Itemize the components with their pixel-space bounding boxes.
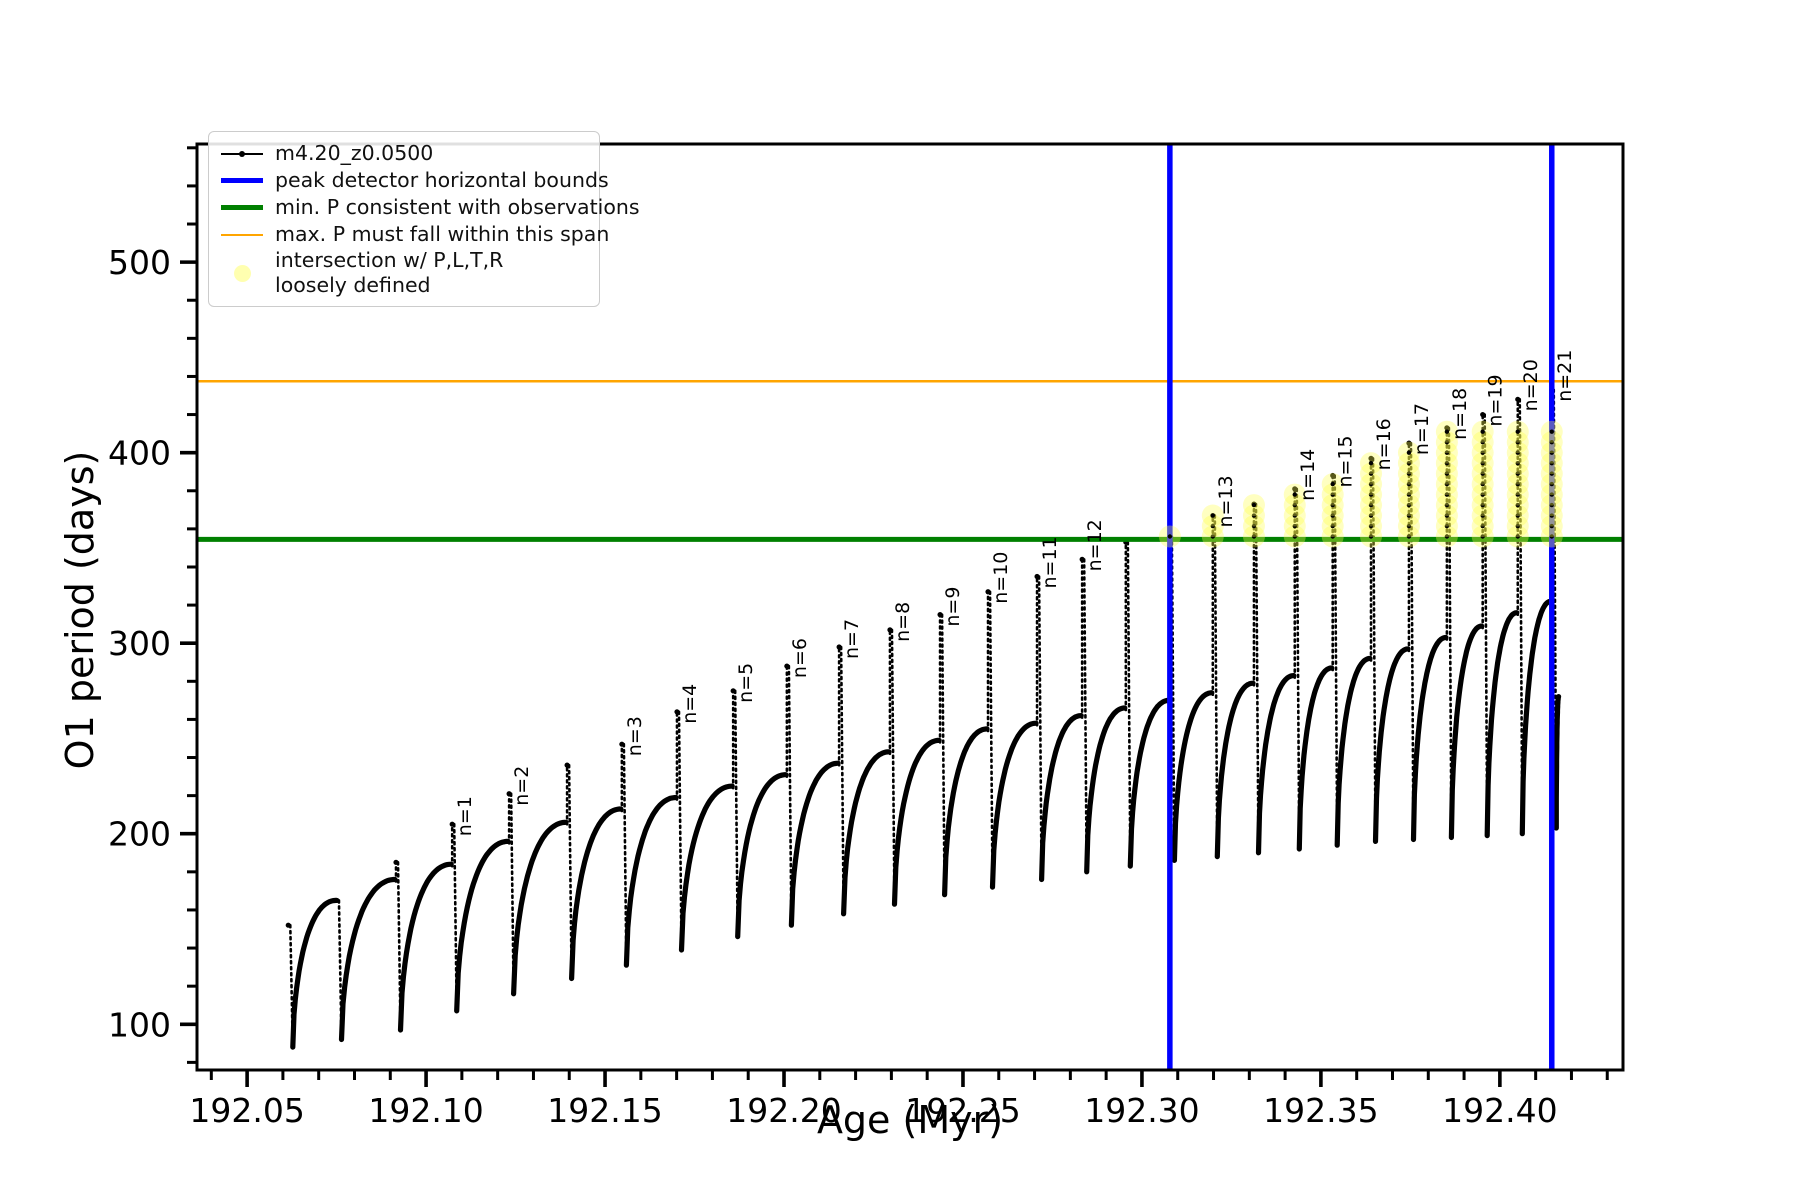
peak-label: n=10: [990, 552, 1012, 604]
peak-label: n=8: [892, 602, 914, 642]
peak-label: n=7: [841, 619, 863, 659]
peak-label: n=11: [1039, 536, 1061, 588]
legend-item-label: max. P must fall within this span: [275, 222, 610, 246]
green-line-icon: [221, 205, 263, 210]
svg-text:300: 300: [108, 624, 171, 663]
peak-label: n=2: [511, 766, 533, 806]
svg-text:500: 500: [108, 243, 171, 282]
peak-label: n=21: [1554, 350, 1576, 402]
svg-text:400: 400: [108, 434, 171, 473]
peak-label: n=17: [1411, 403, 1433, 455]
svg-text:192.05: 192.05: [189, 1091, 304, 1130]
legend-item-min-p: min. P consistent with observations: [221, 194, 640, 221]
legend-item-intersection: intersection w/ P,L,T,R loosely defined: [221, 248, 587, 298]
legend-item-label: intersection w/ P,L,T,R loosely defined: [275, 248, 504, 297]
svg-text:100: 100: [108, 1005, 171, 1044]
peak-label: n=5: [735, 663, 757, 703]
x-axis-label: Age (Myr): [816, 1098, 1004, 1142]
legend-item-peak-bounds: peak detector horizontal bounds: [221, 167, 609, 194]
legend-item-label: m4.20_z0.0500: [275, 141, 434, 165]
svg-text:192.20: 192.20: [726, 1091, 841, 1130]
blue-line-icon: [221, 178, 263, 183]
svg-text:192.25: 192.25: [905, 1091, 1020, 1130]
y-axis-label: O1 period (days): [58, 450, 102, 770]
svg-text:192.40: 192.40: [1442, 1091, 1557, 1130]
peak-label: n=3: [624, 716, 646, 756]
peak-label: n=6: [789, 638, 811, 678]
peak-label: n=12: [1084, 519, 1106, 571]
orange-line-icon: [221, 233, 263, 236]
svg-text:192.15: 192.15: [547, 1091, 662, 1130]
peak-label: n=1: [454, 796, 476, 836]
svg-text:200: 200: [108, 815, 171, 854]
legend: m4.20_z0.0500 peak detector horizontal b…: [208, 131, 640, 307]
svg-text:192.30: 192.30: [1084, 1091, 1199, 1130]
peak-label: n=9: [942, 587, 964, 627]
legend-item-series: m4.20_z0.0500: [221, 140, 587, 167]
svg-text:192.35: 192.35: [1263, 1091, 1378, 1130]
legend-item-max-p: max. P must fall within this span: [221, 221, 609, 248]
legend-item-label: peak detector horizontal bounds: [275, 168, 609, 192]
legend-item-label: min. P consistent with observations: [275, 195, 640, 219]
svg-text:192.10: 192.10: [368, 1091, 483, 1130]
peak-label: n=4: [679, 684, 701, 724]
peak-label: n=16: [1373, 418, 1395, 470]
peak-label: n=14: [1297, 449, 1319, 501]
peak-label: n=20: [1520, 359, 1542, 411]
peak-label: n=18: [1449, 388, 1471, 440]
peak-label: n=15: [1335, 435, 1357, 487]
series-line-icon: [221, 150, 263, 157]
peak-label: n=19: [1485, 374, 1507, 426]
intersection-marker-icon: [221, 264, 263, 282]
peak-label: n=13: [1215, 475, 1237, 527]
